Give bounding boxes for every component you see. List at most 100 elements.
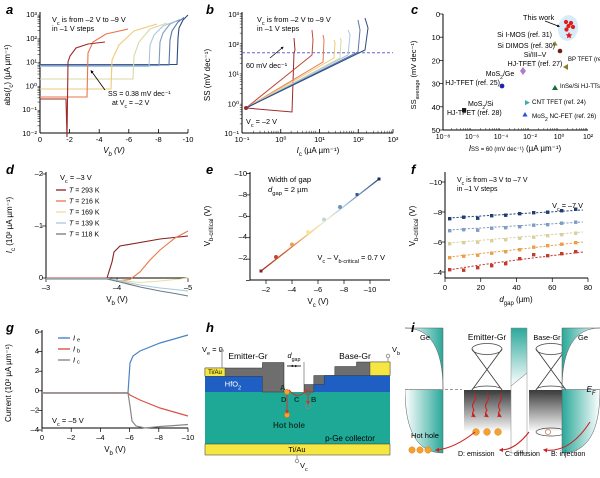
svg-text:–10: –10	[364, 285, 377, 294]
svg-text:0: 0	[39, 273, 43, 282]
svg-text:10⁻⁴: 10⁻⁴	[494, 134, 509, 141]
svg-text:BP TFET (ref. 29): BP TFET (ref. 29)	[568, 57, 600, 63]
svg-text:Hot hole: Hot hole	[273, 421, 306, 430]
svg-text:0: 0	[443, 283, 447, 292]
svg-text:10⁰: 10⁰	[275, 135, 286, 144]
svg-text:Ti/Au: Ti/Au	[208, 370, 222, 376]
svg-text:60: 60	[548, 283, 556, 292]
svg-text:e: e	[77, 338, 80, 344]
svg-text:Hot hole: Hot hole	[411, 431, 439, 440]
svg-text:T = 216 K: T = 216 K	[69, 199, 100, 206]
svg-text:–2: –2	[67, 433, 75, 442]
svg-text:–4: –4	[113, 283, 121, 292]
svg-text:HJ-TFET (ref. 28): HJ-TFET (ref. 28)	[447, 110, 502, 117]
svg-text:10⁰: 10⁰	[26, 81, 37, 90]
svg-text:10⁻¹: 10⁻¹	[22, 105, 37, 114]
svg-text:–3: –3	[42, 283, 50, 292]
svg-text:Si DIMOS (ref. 30): Si DIMOS (ref. 30)	[497, 43, 555, 50]
svg-text:Vb (V): Vb (V)	[103, 146, 125, 158]
svg-text:30: 30	[432, 80, 440, 89]
svg-text:Ge: Ge	[420, 333, 430, 342]
svg-text:A: A	[280, 383, 286, 392]
svg-text:–8: –8	[155, 433, 163, 442]
svg-text:–8: –8	[340, 285, 348, 294]
svg-text:Si/III–V: Si/III–V	[524, 52, 547, 59]
svg-text:dgap = 2 µm: dgap = 2 µm	[268, 185, 308, 197]
svg-text:T = 169 K: T = 169 K	[69, 210, 100, 217]
svg-text:80: 80	[584, 283, 592, 292]
svg-text:InSe/Si HJ-TTs (ref. 17): InSe/Si HJ-TTs (ref. 17)	[560, 84, 600, 90]
svg-text:T = 293 K: T = 293 K	[69, 188, 100, 195]
svg-text:I: I	[73, 345, 75, 354]
svg-text:10¹: 10¹	[228, 70, 239, 79]
svg-text:–2: –2	[31, 405, 39, 414]
svg-text:Ve = 0: Ve = 0	[202, 345, 223, 357]
svg-text:Vb: Vb	[392, 345, 400, 357]
svg-text:ISS = 60 (mV dec⁻¹) (µA µm⁻¹): ISS = 60 (mV dec⁻¹) (µA µm⁻¹)	[469, 144, 562, 153]
svg-text:6: 6	[35, 327, 39, 336]
svg-text:–4: –4	[31, 425, 39, 434]
svg-text:Vc = –5 V: Vc = –5 V	[52, 416, 84, 428]
svg-text:CNT TFET (ref. 24): CNT TFET (ref. 24)	[532, 99, 586, 106]
svg-text:–2: –2	[262, 285, 270, 294]
svg-text:60 mV dec⁻¹: 60 mV dec⁻¹	[246, 61, 288, 70]
svg-text:–10: –10	[182, 433, 195, 442]
svg-text:10³: 10³	[388, 135, 399, 144]
svg-text:T = 118 K: T = 118 K	[69, 232, 99, 239]
svg-text:10¹: 10¹	[314, 135, 325, 144]
svg-text:10²: 10²	[353, 135, 364, 144]
svg-text:–4: –4	[239, 232, 247, 241]
svg-text:10³: 10³	[228, 10, 239, 19]
svg-text:10⁰: 10⁰	[554, 133, 565, 141]
svg-text:10: 10	[432, 33, 440, 42]
svg-text:10⁰: 10⁰	[228, 99, 239, 108]
svg-text:–10: –10	[429, 178, 442, 187]
svg-text:-8: -8	[155, 135, 162, 144]
svg-text:40: 40	[512, 283, 520, 292]
svg-text:Vc (V): Vc (V)	[307, 297, 329, 309]
svg-text:Vc = –2 V: Vc = –2 V	[246, 117, 277, 129]
svg-text:in –1 V steps: in –1 V steps	[257, 24, 300, 33]
svg-text:–4: –4	[96, 433, 104, 442]
svg-text:20: 20	[477, 283, 485, 292]
svg-text:0: 0	[38, 135, 42, 144]
svg-text:MoS2 NC-FET (ref. 26): MoS2 NC-FET (ref. 26)	[532, 113, 596, 123]
svg-text:Vc – Vb-critical = 0.7 V: Vc – Vb-critical = 0.7 V	[317, 253, 385, 265]
svg-text:Si I-MOS (ref. 31): Si I-MOS (ref. 31)	[497, 32, 552, 39]
svg-text:B: B	[311, 395, 317, 404]
svg-text:–6: –6	[434, 238, 442, 247]
svg-text:Vb-critical (V): Vb-critical (V)	[408, 205, 420, 246]
svg-text:Ic (10² µA µm⁻¹): Ic (10² µA µm⁻¹)	[5, 196, 17, 253]
svg-text:b: b	[77, 349, 80, 355]
svg-text:–10: –10	[234, 169, 247, 178]
svg-text:Emitter-Gr: Emitter-Gr	[228, 351, 267, 361]
svg-text:0: 0	[436, 10, 440, 19]
svg-text:–8: –8	[434, 208, 442, 217]
svg-text:–1: –1	[35, 221, 43, 230]
svg-text:D: D	[281, 395, 287, 404]
svg-text:B: injection: B: injection	[551, 451, 585, 458]
svg-text:T = 139 K: T = 139 K	[69, 221, 100, 228]
svg-text:SS = 0.38 mV dec⁻¹: SS = 0.38 mV dec⁻¹	[108, 91, 171, 98]
svg-text:SSaverage (mV dec⁻¹): SSaverage (mV dec⁻¹)	[409, 40, 421, 109]
svg-text:10⁻¹: 10⁻¹	[235, 135, 250, 144]
svg-text:–4: –4	[288, 285, 296, 294]
svg-text:Width of gap: Width of gap	[268, 175, 311, 184]
svg-text:Current (10² µA µm⁻¹): Current (10² µA µm⁻¹)	[4, 344, 13, 422]
svg-text:Vb (V): Vb (V)	[104, 445, 126, 457]
svg-text:Emitter-Gr: Emitter-Gr	[468, 332, 506, 342]
svg-text:SS (mV dec⁻¹): SS (mV dec⁻¹)	[203, 49, 212, 102]
svg-text:Base-Gr: Base-Gr	[533, 333, 561, 342]
svg-text:–2: –2	[35, 169, 43, 178]
svg-text:p-Ge collector: p-Ge collector	[325, 434, 375, 443]
svg-text:Vb-critical (V): Vb-critical (V)	[203, 205, 215, 246]
svg-text:c: c	[77, 360, 80, 366]
svg-text:in –1 V steps: in –1 V steps	[52, 24, 95, 33]
svg-text:–6: –6	[314, 285, 322, 294]
svg-text:10²: 10²	[26, 34, 37, 43]
svg-text:in –1 V steps: in –1 V steps	[457, 186, 498, 193]
svg-text:Vb (V): Vb (V)	[106, 295, 128, 307]
svg-text:C: diffusion: C: diffusion	[505, 451, 540, 458]
svg-text:Vc: Vc	[300, 461, 308, 473]
svg-text:10⁻⁸: 10⁻⁸	[436, 134, 450, 141]
